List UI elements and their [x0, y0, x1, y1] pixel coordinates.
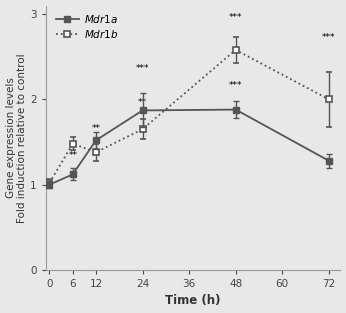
Y-axis label: Gene expression levels
Fold induction relative to control: Gene expression levels Fold induction re…	[6, 53, 27, 223]
Text: ***: ***	[322, 33, 336, 42]
Text: **: **	[68, 151, 77, 160]
Text: **: **	[92, 124, 101, 133]
Text: ***: ***	[229, 13, 243, 22]
X-axis label: Time (h): Time (h)	[165, 295, 221, 307]
Text: ***: ***	[229, 81, 243, 90]
Text: **: **	[138, 98, 147, 107]
Legend: $\it{Mdr1a}$, $\it{Mdr1b}$: $\it{Mdr1a}$, $\it{Mdr1b}$	[54, 11, 120, 42]
Text: ***: ***	[136, 64, 149, 73]
